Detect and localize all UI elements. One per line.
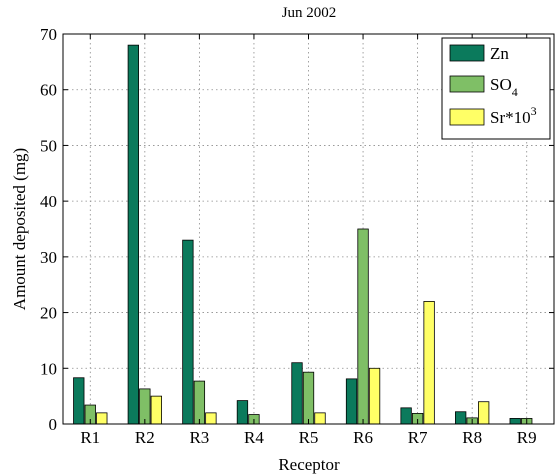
bar-R6-series-0 — [345, 378, 358, 425]
y-tick-label-3: 30 — [40, 248, 57, 267]
bar-R6-series-2 — [368, 367, 381, 425]
bar-R5-series-2 — [314, 412, 326, 425]
y-axis: 0 10 20 30 40 50 60 70 — [40, 25, 554, 434]
bar-R2-series-2 — [150, 395, 162, 425]
y-tick-label-7: 70 — [40, 25, 57, 44]
x-axis-title: Receptor — [278, 455, 340, 474]
legend-swatch-0 — [449, 44, 485, 62]
chart-title: Jun 2002 — [282, 5, 337, 21]
bar-R5-series-0 — [291, 362, 303, 425]
legend-label-1: SO4 — [490, 75, 518, 99]
bar-R9-series-0 — [509, 418, 521, 425]
legend-swatch-1 — [449, 75, 485, 93]
bar-R6-series-1 — [357, 228, 369, 425]
y-tick-label-5: 50 — [40, 136, 57, 155]
x-tick-label-4: R5 — [299, 428, 319, 447]
x-axis: R1 R2 R3 R4 R5 R6 R7 R8 R9 — [80, 34, 537, 447]
bar-R2-series-0 — [127, 44, 139, 425]
bar-R8-series-2 — [478, 401, 490, 425]
legend-swatch-2 — [449, 108, 485, 126]
bar-R2-series-1 — [139, 388, 151, 425]
bar-R7-series-2 — [423, 301, 435, 425]
x-tick-label-0: R1 — [80, 428, 100, 447]
x-tick-label-7: R8 — [462, 428, 482, 447]
x-tick-label-6: R7 — [408, 428, 428, 447]
x-tick-label-5: R6 — [353, 428, 373, 447]
bar-R3-series-1 — [193, 380, 206, 425]
x-tick-label-2: R3 — [189, 428, 209, 447]
bar-R3-series-2 — [205, 412, 217, 425]
bar-R5-series-1 — [302, 371, 315, 425]
y-tick-label-2: 20 — [40, 304, 57, 323]
y-tick-label-4: 40 — [40, 192, 57, 211]
bar-R3-series-0 — [182, 239, 194, 425]
x-tick-label-8: R9 — [517, 428, 537, 447]
bar-R7-series-0 — [400, 407, 412, 425]
bar-R4-series-0 — [236, 400, 249, 425]
y-tick-label-0: 0 — [49, 415, 58, 434]
legend-label-0: Zn — [490, 44, 509, 63]
bar-R8-series-0 — [455, 411, 467, 425]
bar-R1-series-0 — [73, 377, 85, 425]
x-tick-label-3: R4 — [244, 428, 264, 447]
legend-label-2: Sr*103 — [490, 104, 537, 127]
y-tick-label-6: 60 — [40, 81, 57, 100]
bar-R1-series-2 — [96, 412, 108, 425]
legend: Zn SO4 Sr*103 — [441, 37, 551, 140]
y-axis-title: Amount deposited (mg) — [10, 148, 29, 310]
x-tick-label-1: R2 — [135, 428, 155, 447]
y-tick-label-1: 10 — [40, 359, 57, 378]
